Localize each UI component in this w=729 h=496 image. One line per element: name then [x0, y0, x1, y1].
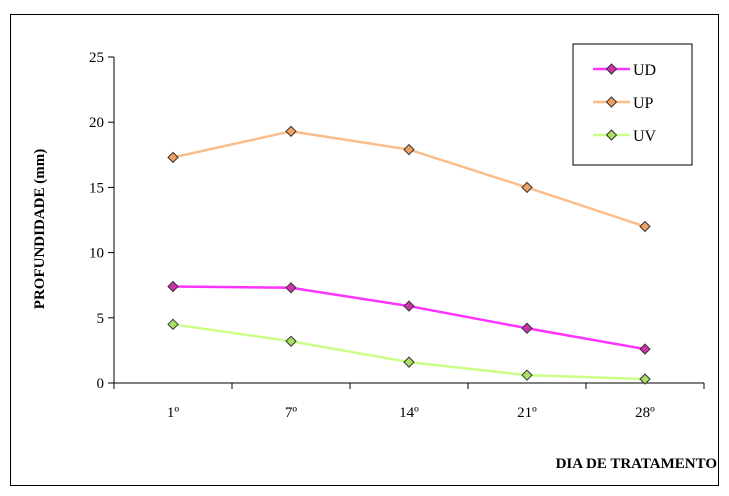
x-tick-label: 7º	[285, 405, 298, 421]
legend-item-uv: UV	[593, 128, 657, 145]
x-axis-title: DIA DE TRATAMENTO	[556, 456, 717, 472]
legend: UD UP UV	[572, 43, 693, 166]
legend-marker	[605, 96, 618, 108]
data-point	[167, 318, 179, 331]
x-tick-label: 28º	[635, 405, 655, 421]
series-line	[172, 323, 646, 381]
data-point	[403, 300, 415, 312]
legend-label: UD	[633, 62, 656, 79]
legend-marker	[605, 129, 618, 141]
legend-box	[572, 43, 693, 166]
y-axis-title: PROFUNDIDADE (mm)	[32, 149, 48, 309]
y-tick-label: 15	[89, 180, 104, 196]
data-point	[639, 373, 651, 385]
legend-label: UV	[633, 128, 657, 145]
data-point	[285, 282, 297, 294]
y-tick-label: 5	[97, 311, 105, 327]
y-tick-label: 25	[89, 50, 104, 66]
data-point	[403, 143, 415, 156]
series-uv	[167, 318, 651, 385]
y-tick-label: 20	[89, 115, 104, 131]
y-tick-label: 0	[97, 376, 105, 392]
y-tick-label: 10	[89, 246, 104, 262]
series-line	[172, 285, 646, 351]
series-ud	[167, 280, 651, 355]
x-tick-label: 1º	[167, 405, 180, 421]
data-point	[167, 151, 179, 164]
data-point	[285, 125, 297, 138]
data-point	[521, 369, 533, 381]
series-up	[167, 125, 651, 233]
series-layer	[167, 125, 651, 385]
legend-marker	[605, 63, 618, 75]
data-point	[521, 322, 533, 334]
legend-item-up: UP	[593, 95, 654, 112]
x-tick-label: 14º	[399, 405, 419, 421]
legend-item-ud: UD	[593, 62, 656, 79]
axes: 0 5 10 15 20 25 1º 7º 14º 21º 28º	[89, 50, 705, 421]
data-point	[403, 356, 415, 368]
x-tick-label: 21º	[517, 405, 537, 421]
data-point	[285, 335, 297, 347]
legend-label: UP	[633, 95, 654, 112]
data-point	[521, 181, 533, 194]
data-point	[639, 220, 651, 233]
data-point	[167, 280, 179, 293]
data-point	[639, 343, 651, 355]
